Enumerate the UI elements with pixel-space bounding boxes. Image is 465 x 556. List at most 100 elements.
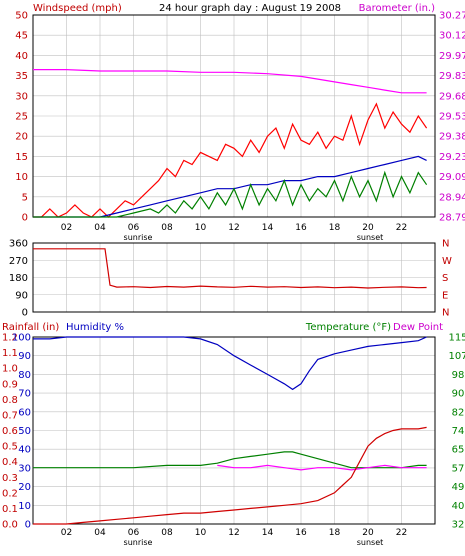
humidity-axis-tick-6: 60 (18, 407, 31, 418)
wind-left-tick-8: 40 (15, 51, 28, 62)
wind-left-tick-10: 50 (15, 11, 28, 22)
wind-right-tick-5: 29.53 (439, 112, 465, 123)
wind-right-tick-4: 29.38 (439, 132, 465, 143)
rainfall-axis-tick-8: 0.8 (2, 395, 18, 406)
wind-right-tick-9: 30.12 (439, 31, 465, 42)
rain-xtick-08: 08 (161, 528, 173, 538)
rain-panel-series-rain (33, 426, 427, 525)
rain-panel-series-dew (217, 464, 427, 471)
wind-right-label: Barometer (in.) (359, 3, 435, 14)
rain-xtick-16: 16 (295, 528, 307, 538)
direction-left-tick-2: 180 (9, 273, 28, 284)
rainfall-axis-tick-3: 0.3 (2, 473, 18, 484)
humidity-axis-tick-7: 70 (18, 389, 31, 400)
wind-right-tick-10: 30.27 (439, 11, 465, 22)
wind-xtick-16: 16 (295, 223, 307, 233)
temperature-axis-tick-6: 82 (452, 407, 465, 418)
rainfall-axis-tick-1: 0.1 (2, 504, 18, 515)
rain-xtick-20: 20 (362, 528, 374, 538)
humidity-axis-tick-4: 40 (18, 445, 31, 456)
humidity-axis-tick-3: 30 (18, 463, 31, 474)
wind-left-tick-1: 5 (22, 192, 28, 203)
rain-xtick-04: 04 (94, 528, 106, 538)
rainfall-axis-tick-11: 1.1 (2, 348, 18, 359)
sunset-marker-2: sunset (357, 538, 384, 547)
sunrise-marker-1: sunrise (124, 233, 153, 242)
wind-left-label: Windspeed (mph) (33, 3, 122, 14)
rainfall-axis-tick-0: 0.0 (2, 520, 18, 531)
wind-series-avg (33, 155, 427, 218)
dew-point-label: Dew Point (393, 322, 443, 333)
direction-left-tick-4: 0 (22, 308, 28, 319)
humidity-label: Humidity % (66, 322, 124, 333)
humidity-axis-tick-9: 90 (18, 351, 31, 362)
direction-right-tick-4: N (442, 308, 449, 319)
rain-xtick-18: 18 (329, 528, 341, 538)
wind-plot-frame (32, 14, 436, 218)
rainfall-axis-tick-6: 0.6 (2, 426, 18, 437)
wind-xtick-18: 18 (329, 223, 341, 233)
wind-chart-title: 24 hour graph day : August 19 2008 (159, 3, 341, 14)
rain-plot-frame (32, 336, 436, 525)
wind-series-low (33, 170, 428, 218)
direction-left-tick-1: 270 (9, 256, 28, 267)
rainfall-axis-tick-5: 0.5 (2, 442, 18, 453)
rain-temp-panel: Rainfall (in) Humidity % Temperature (°F… (2, 322, 465, 547)
rainfall-label: Rainfall (in) (2, 322, 59, 333)
rainfall-axis-tick-9: 0.9 (2, 379, 18, 390)
rainfall-axis-tick-4: 0.4 (2, 457, 18, 468)
wind-xtick-12: 12 (228, 223, 239, 233)
wind-series-speed (33, 102, 428, 218)
temperature-axis-tick-4: 65 (452, 445, 465, 456)
temperature-axis-tick-10: 115 (448, 333, 465, 344)
rain-xtick-22: 22 (396, 528, 407, 538)
direction-series-dir (33, 248, 427, 289)
wind-left-tick-9: 45 (15, 31, 28, 42)
wind-xtick-02: 02 (61, 223, 72, 233)
temperature-axis-tick-8: 98 (452, 370, 465, 381)
wind-left-tick-7: 35 (15, 71, 28, 82)
wind-xtick-20: 20 (362, 223, 374, 233)
humidity-axis-tick-1: 10 (18, 501, 31, 512)
direction-left-tick-3: 90 (15, 290, 28, 301)
temperature-axis-tick-7: 90 (452, 389, 465, 400)
wind-right-tick-6: 29.68 (439, 91, 465, 102)
wind-left-tick-0: 0 (22, 213, 28, 224)
sunset-marker-1: sunset (357, 233, 384, 242)
rain-xtick-06: 06 (128, 528, 140, 538)
wind-left-tick-6: 30 (15, 91, 28, 102)
rain-xtick-10: 10 (195, 528, 207, 538)
rainfall-axis-tick-10: 1.0 (2, 364, 18, 375)
wind-xtick-08: 08 (161, 223, 173, 233)
wind-xtick-10: 10 (195, 223, 207, 233)
wind-right-tick-8: 29.97 (439, 51, 465, 62)
direction-right-tick-3: E (442, 290, 448, 301)
wind-left-tick-4: 20 (15, 132, 28, 143)
wind-xtick-14: 14 (262, 223, 274, 233)
temperature-axis-tick-5: 74 (452, 426, 465, 437)
rain-panel-series-humidity (33, 336, 427, 391)
wind-right-tick-1: 28.94 (439, 192, 465, 203)
wind-right-tick-3: 29.23 (439, 152, 465, 163)
rain-xtick-12: 12 (228, 528, 239, 538)
rainfall-axis-tick-2: 0.2 (2, 488, 18, 499)
wind-xtick-04: 04 (94, 223, 106, 233)
wind-left-tick-2: 10 (15, 172, 28, 183)
direction-right-tick-0: N (442, 239, 449, 250)
temperature-axis-tick-0: 32 (452, 520, 465, 531)
direction-right-tick-1: W (442, 256, 452, 267)
temperature-label: Temperature (°F) (305, 322, 391, 333)
temperature-axis-tick-2: 49 (452, 482, 465, 493)
rain-panel-series-temp (33, 451, 427, 469)
wind-baro-panel: Windspeed (mph) 24 hour graph day : Augu… (15, 3, 465, 242)
direction-left-tick-0: 360 (9, 239, 28, 250)
wind-left-tick-3: 15 (15, 152, 28, 163)
rain-xtick-14: 14 (262, 528, 274, 538)
wind-right-tick-0: 28.79 (439, 213, 465, 224)
direction-plot-frame (32, 242, 436, 313)
sunrise-marker-2: sunrise (124, 538, 153, 547)
wind-right-tick-2: 29.09 (439, 172, 465, 183)
wind-series-baro (33, 68, 427, 94)
